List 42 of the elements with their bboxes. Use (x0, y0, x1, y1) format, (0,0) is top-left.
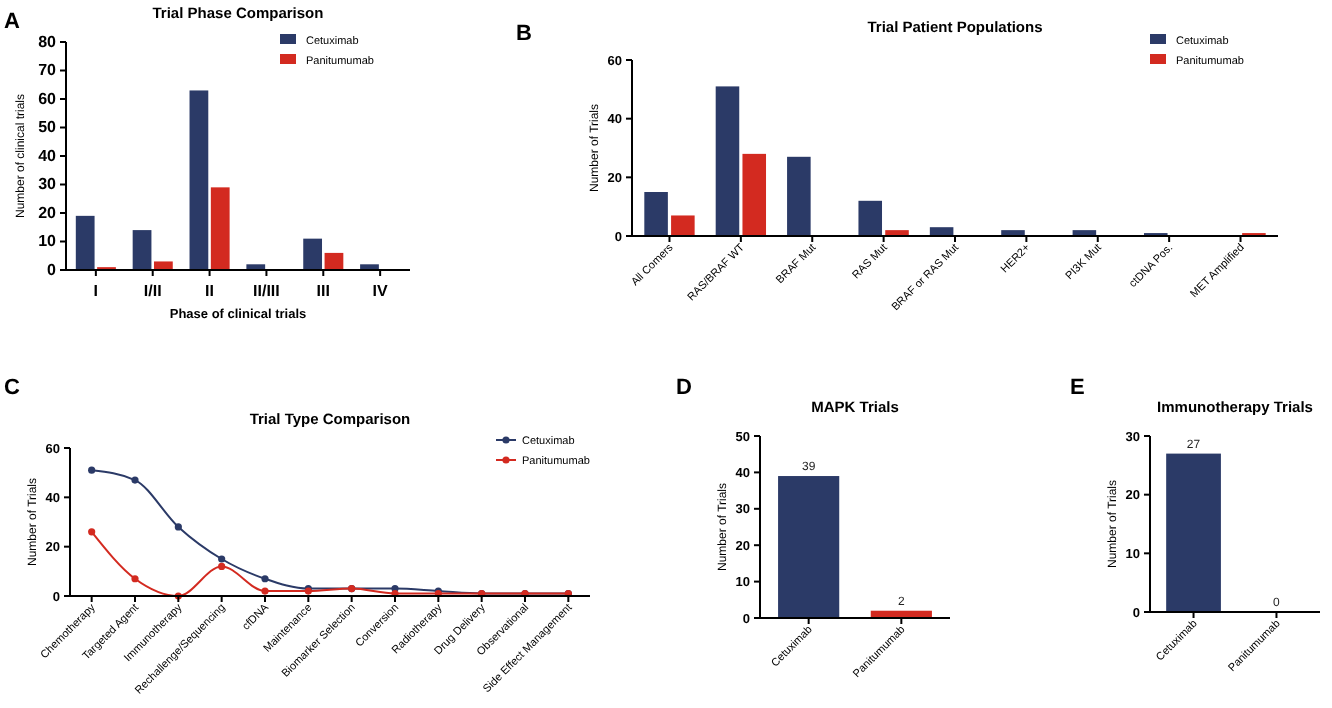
bar (189, 90, 209, 270)
x-tick-label: II/III (253, 282, 280, 300)
y-tick-label: 50 (38, 118, 58, 137)
bar (715, 86, 740, 236)
y-tick-label: 60 (38, 89, 58, 108)
point (174, 523, 182, 531)
bar (644, 192, 668, 236)
point (218, 562, 226, 570)
y-tick-label: 20 (38, 203, 58, 222)
bar (153, 261, 173, 270)
text: A (4, 10, 20, 34)
point (261, 587, 269, 595)
bar (858, 200, 883, 236)
text: E (1070, 376, 1085, 400)
x-tick-label: III (316, 282, 330, 300)
x-tick-label: IV (372, 282, 390, 300)
bar (787, 156, 811, 236)
y-tick-label: 70 (38, 61, 58, 80)
y-tick-label: 30 (38, 175, 58, 194)
bar (303, 238, 323, 270)
y-tick-label: 40 (38, 146, 58, 165)
bar (671, 215, 695, 236)
bar (210, 187, 230, 270)
point (261, 575, 269, 583)
point (218, 555, 226, 563)
y-tick-label: 10 (38, 232, 58, 251)
point (131, 476, 139, 484)
text: C (4, 376, 20, 400)
x-tick-label: I (93, 282, 99, 300)
text: B (516, 22, 532, 46)
x-tick-label: II (205, 282, 215, 300)
y-tick-label: 0 (47, 260, 58, 279)
x-tick-label: I/II (143, 282, 162, 300)
bar (324, 252, 344, 270)
bar (132, 230, 152, 270)
y-tick-label: 80 (38, 32, 58, 51)
text: D (676, 376, 692, 400)
point (131, 575, 139, 583)
bar (742, 153, 767, 236)
point (88, 528, 96, 536)
bar (75, 215, 95, 270)
point (88, 466, 96, 474)
